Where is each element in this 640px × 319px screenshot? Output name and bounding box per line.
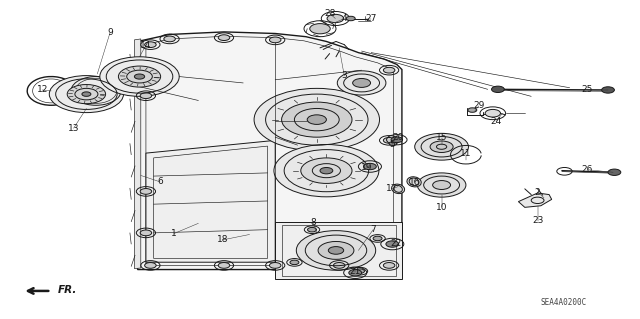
Circle shape [290, 260, 299, 265]
Circle shape [386, 241, 399, 247]
Text: 8: 8 [311, 218, 316, 227]
Circle shape [602, 87, 614, 93]
Text: 26: 26 [582, 165, 593, 174]
Circle shape [254, 88, 380, 151]
Circle shape [164, 36, 175, 42]
Text: 29: 29 [473, 101, 484, 110]
Circle shape [415, 133, 468, 160]
Text: 27: 27 [365, 14, 377, 23]
Text: 4: 4 [342, 14, 347, 23]
Text: FR.: FR. [58, 285, 77, 295]
Circle shape [118, 66, 161, 87]
Circle shape [608, 169, 621, 175]
Text: 7: 7 [371, 225, 376, 234]
Circle shape [282, 102, 352, 137]
Circle shape [383, 67, 395, 73]
Text: 1: 1 [172, 229, 177, 238]
Circle shape [318, 241, 354, 259]
Circle shape [269, 37, 281, 43]
Text: 5: 5 [390, 140, 395, 149]
Text: 18: 18 [217, 235, 228, 244]
Text: 6: 6 [157, 177, 163, 186]
Polygon shape [146, 140, 275, 262]
Circle shape [269, 263, 281, 268]
Circle shape [301, 158, 352, 183]
Polygon shape [518, 193, 552, 207]
Circle shape [140, 230, 152, 236]
Ellipse shape [407, 177, 421, 187]
Circle shape [328, 247, 344, 254]
Circle shape [485, 109, 500, 117]
Polygon shape [134, 39, 141, 269]
Circle shape [430, 141, 453, 152]
Circle shape [373, 236, 382, 241]
Circle shape [492, 86, 504, 93]
Circle shape [391, 137, 403, 143]
Circle shape [364, 163, 376, 170]
Circle shape [145, 42, 156, 48]
Text: 28: 28 [324, 9, 335, 18]
Circle shape [327, 14, 344, 23]
Circle shape [140, 93, 152, 99]
Circle shape [383, 137, 395, 143]
Circle shape [67, 85, 106, 104]
Text: 10: 10 [436, 203, 447, 212]
Circle shape [468, 108, 477, 112]
Text: 19: 19 [361, 163, 372, 172]
Circle shape [356, 269, 365, 273]
Circle shape [353, 78, 371, 87]
Text: 16: 16 [409, 178, 420, 187]
Text: 2: 2 [535, 188, 540, 197]
Polygon shape [275, 222, 402, 279]
Text: 17: 17 [386, 184, 397, 193]
Text: 9: 9 [108, 28, 113, 37]
Circle shape [307, 115, 326, 124]
Circle shape [337, 71, 386, 95]
Circle shape [145, 263, 156, 268]
Text: 3: 3 [342, 71, 347, 80]
Circle shape [100, 57, 179, 96]
Circle shape [417, 173, 466, 197]
Circle shape [82, 92, 91, 96]
Circle shape [310, 24, 330, 34]
Circle shape [218, 263, 230, 268]
Text: 21: 21 [349, 267, 361, 276]
Circle shape [320, 167, 333, 174]
Circle shape [134, 74, 145, 79]
Polygon shape [138, 32, 402, 270]
Text: 25: 25 [582, 85, 593, 94]
Text: 14: 14 [140, 41, 152, 50]
Text: 20: 20 [392, 133, 404, 142]
Circle shape [307, 227, 317, 232]
Text: 13: 13 [68, 124, 79, 133]
Circle shape [49, 76, 124, 113]
Circle shape [383, 263, 395, 268]
Text: 11: 11 [460, 149, 472, 158]
Circle shape [296, 231, 376, 270]
Text: SEA4A0200C: SEA4A0200C [540, 298, 586, 307]
Text: 12: 12 [36, 85, 48, 94]
Circle shape [333, 263, 345, 268]
Text: 24: 24 [490, 117, 502, 126]
Circle shape [218, 35, 230, 41]
Circle shape [140, 189, 152, 194]
Circle shape [433, 181, 451, 189]
Text: 22: 22 [390, 239, 401, 248]
Circle shape [346, 16, 355, 21]
Ellipse shape [392, 184, 404, 194]
Circle shape [349, 270, 362, 276]
Text: 15: 15 [436, 133, 447, 142]
Circle shape [389, 142, 397, 145]
Text: 23: 23 [532, 216, 543, 225]
Circle shape [274, 145, 379, 197]
